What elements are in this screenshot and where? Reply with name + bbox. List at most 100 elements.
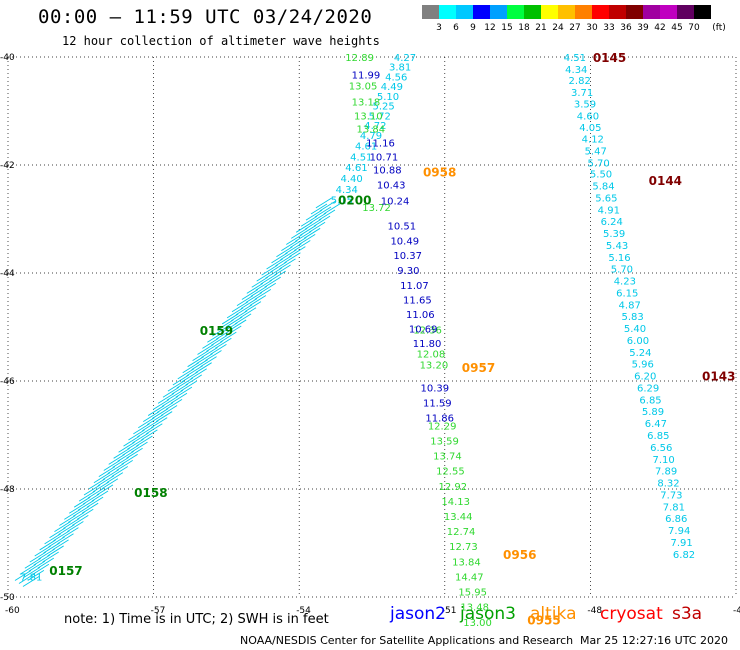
wave-height-label: 13.10: [354, 111, 383, 122]
dense-track-mark: [298, 234, 316, 245]
color-scale-swatch: [507, 5, 524, 19]
dense-track-mark: [78, 490, 96, 502]
dense-track-mark: [234, 313, 252, 325]
wave-height-label: 4.23: [614, 277, 636, 288]
pass-time-label: 0956: [503, 548, 536, 562]
color-scale-label: 27: [569, 23, 581, 33]
dense-track-mark: [146, 423, 163, 435]
pass-time-label: 0159: [200, 324, 233, 338]
dense-track-mark: [103, 460, 121, 471]
color-scale-label: 33: [603, 23, 615, 33]
y-tick-label: -40: [0, 53, 15, 63]
wave-height-label: 7.81: [20, 572, 42, 583]
pass-time-labels: 0145 0144 0143 0958 0957 0956 0955 0200 0159 0158…: [49, 51, 735, 628]
x-tick-label: -60: [5, 606, 20, 616]
wave-height-label: 5.50: [590, 170, 612, 181]
wave-height-label: 11.65: [403, 295, 432, 306]
dense-track-mark: [59, 515, 76, 526]
dense-track-mark: [300, 215, 318, 227]
color-scale-label: 9: [470, 23, 476, 33]
wave-height-label: 12.08: [417, 349, 446, 360]
color-scale-label: 21: [535, 23, 547, 33]
dense-track-mark: [290, 237, 307, 248]
dense-track-mark: [117, 450, 134, 462]
dense-track-mark: [181, 371, 199, 383]
dense-track-mark: [52, 539, 69, 551]
dense-track-mark: [83, 484, 101, 496]
color-scale-unit: (ft): [712, 23, 726, 33]
color-scale-label: 18: [518, 23, 530, 33]
color-scale-swatch: [575, 5, 592, 19]
dense-track-mark: [279, 258, 296, 270]
dense-track-mark: [73, 505, 90, 517]
dense-track-mark: [241, 289, 259, 300]
dense-track-mark: [162, 386, 180, 398]
color-scale-label: 39: [637, 23, 649, 33]
x-tick-label: -54: [296, 606, 311, 616]
dense-track-mark: [19, 563, 37, 575]
dense-track-mark: [235, 304, 253, 316]
dense-track-mark: [142, 420, 159, 432]
dense-track-mark: [91, 490, 109, 502]
dense-track-mark: [32, 563, 50, 575]
wave-height-label: 5.70: [611, 265, 633, 276]
wave-height-label: 5.15: [331, 196, 353, 207]
wave-height-label: 4.34: [336, 185, 358, 196]
wave-height-label: 7.91: [670, 538, 692, 549]
y-tick-label: -42: [0, 161, 15, 171]
dense-track-mark: [127, 438, 144, 450]
dense-track-mark: [244, 301, 262, 312]
wave-height-label: 7.10: [653, 455, 675, 466]
wave-height-label: 11.16: [366, 138, 395, 149]
dense-track-mark: [44, 533, 61, 545]
dense-track-mark: [309, 212, 327, 224]
dense-track-mark: [195, 362, 212, 374]
dense-track-mark: [290, 228, 308, 239]
wave-height-label: 6.86: [665, 514, 687, 525]
dense-track-mark: [106, 472, 124, 484]
dense-track-mark: [172, 374, 190, 386]
dense-track-mark: [280, 249, 297, 261]
wave-height-label: 4.56: [385, 72, 407, 83]
wave-height-label: 5.43: [606, 241, 628, 252]
wave-height-label: 6.82: [673, 550, 695, 561]
dense-track-mark: [249, 295, 267, 306]
wave-height-label: 4.91: [598, 205, 620, 216]
dense-track-mark: [215, 337, 232, 349]
wave-height-label: 4.72: [364, 121, 386, 132]
dense-track-mark: [308, 221, 326, 233]
dense-track-mark: [180, 380, 198, 392]
wave-height-label: 7.73: [660, 490, 682, 501]
wave-height-label: 4.05: [579, 123, 601, 134]
dense-track-mark: [176, 377, 194, 389]
dense-track-mark: [29, 551, 47, 563]
wave-height-label: 4.61: [345, 163, 367, 174]
wave-height-label: 10.39: [421, 383, 450, 394]
dense-track-mark: [196, 353, 213, 364]
dense-track-mark: [212, 325, 229, 337]
dense-track-mark: [216, 328, 233, 340]
dense-track-mark: [28, 560, 46, 572]
dense-track-mark: [226, 307, 244, 319]
dense-track-mark: [185, 374, 203, 386]
dense-track-mark: [47, 545, 64, 557]
dense-track-mark: [182, 362, 199, 374]
color-scale-swatch: [643, 5, 660, 19]
dense-track-mark: [143, 411, 160, 423]
dense-track-mark: [221, 313, 239, 325]
dense-track-mark: [310, 203, 328, 215]
wave-height-label: 5.89: [642, 407, 664, 418]
dense-track-mark: [136, 435, 153, 447]
dense-track-mark: [197, 344, 214, 355]
dense-track-mark: [64, 509, 81, 520]
dense-track-mark: [171, 383, 189, 395]
wave-height-label: 3.81: [389, 63, 411, 74]
dense-track-mark: [304, 218, 322, 230]
wave-height-label: 8.32: [657, 479, 679, 490]
generated-timestamp: Mar 25 12:27:16 UTC 2020: [580, 634, 728, 647]
x-tick-label: -57: [151, 606, 166, 616]
color-scale-label: 6: [453, 23, 459, 33]
dense-track-mark: [137, 426, 154, 438]
dense-track-mark: [92, 481, 110, 493]
